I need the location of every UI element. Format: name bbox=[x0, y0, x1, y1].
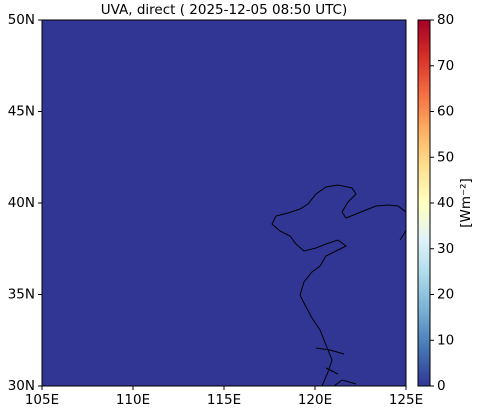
y-tick-label: 45N bbox=[8, 104, 35, 120]
y-tick-label: 30N bbox=[8, 378, 35, 394]
map-title: UVA, direct ( 2025-12-05 08:50 UTC) bbox=[101, 2, 348, 18]
y-tick-label: 40N bbox=[8, 195, 35, 211]
colorbar-label: [Wm⁻²] bbox=[458, 178, 474, 228]
coastline bbox=[271, 184, 406, 386]
colorbar-tick-label: 0 bbox=[437, 378, 446, 394]
colorbar-tick-label: 10 bbox=[437, 332, 454, 348]
colorbar-tick-label: 30 bbox=[437, 241, 454, 257]
colorbar-tick-label: 80 bbox=[437, 12, 454, 28]
y-tick-label: 35N bbox=[8, 287, 35, 303]
x-tick-label: 125E bbox=[389, 392, 423, 408]
colorbar bbox=[417, 19, 431, 387]
x-tick-label: 105E bbox=[25, 392, 59, 408]
plot-area bbox=[42, 20, 406, 386]
colorbar-tick-label: 60 bbox=[437, 104, 454, 120]
colorbar-tick-label: 50 bbox=[437, 149, 454, 165]
coastline bbox=[315, 229, 406, 386]
y-tick-label: 50N bbox=[8, 12, 35, 28]
x-tick-label: 115E bbox=[207, 392, 241, 408]
colorbar-tick-label: 70 bbox=[437, 58, 454, 74]
x-tick-label: 110E bbox=[116, 392, 150, 408]
colorbar-tick-label: 20 bbox=[437, 287, 454, 303]
colorbar-tick-label: 40 bbox=[437, 195, 454, 211]
field-cell bbox=[42, 20, 406, 386]
x-tick-label: 120E bbox=[298, 392, 332, 408]
